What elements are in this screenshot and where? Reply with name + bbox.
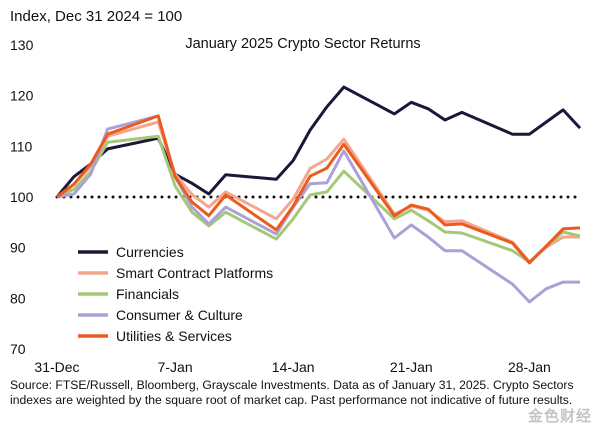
y-tick-label: 90 xyxy=(10,240,26,256)
legend-label: Consumer & Culture xyxy=(116,307,243,323)
watermark-logo: 金色财经 xyxy=(527,408,592,425)
legend-label: Financials xyxy=(116,286,179,302)
x-tick-label: 21-Jan xyxy=(390,359,433,375)
y-axis-label: Index, Dec 31 2024 = 100 xyxy=(10,8,182,25)
x-tick-label: 28-Jan xyxy=(508,359,551,375)
x-tick-label: 14-Jan xyxy=(272,359,315,375)
y-tick-label: 100 xyxy=(10,189,34,205)
chart-title: January 2025 Crypto Sector Returns xyxy=(185,36,420,52)
y-tick-label: 80 xyxy=(10,290,26,306)
source-note: Source: FTSE/Russell, Bloomberg, Graysca… xyxy=(10,378,574,407)
y-tick-label: 70 xyxy=(10,341,26,357)
series-line-financials xyxy=(56,134,581,264)
x-tick-label: 31-Dec xyxy=(34,359,79,375)
legend-label: Utilities & Services xyxy=(116,328,232,344)
legend-label: Smart Contract Platforms xyxy=(116,265,273,281)
series-line-currencies xyxy=(55,85,582,198)
y-tick-label: 130 xyxy=(10,37,34,53)
y-tick-label: 120 xyxy=(10,88,34,104)
y-tick-label: 110 xyxy=(10,138,33,154)
legend-label: Currencies xyxy=(116,244,184,260)
series-line-utilities-services xyxy=(56,114,581,265)
x-tick-label: 7-Jan xyxy=(158,359,193,375)
